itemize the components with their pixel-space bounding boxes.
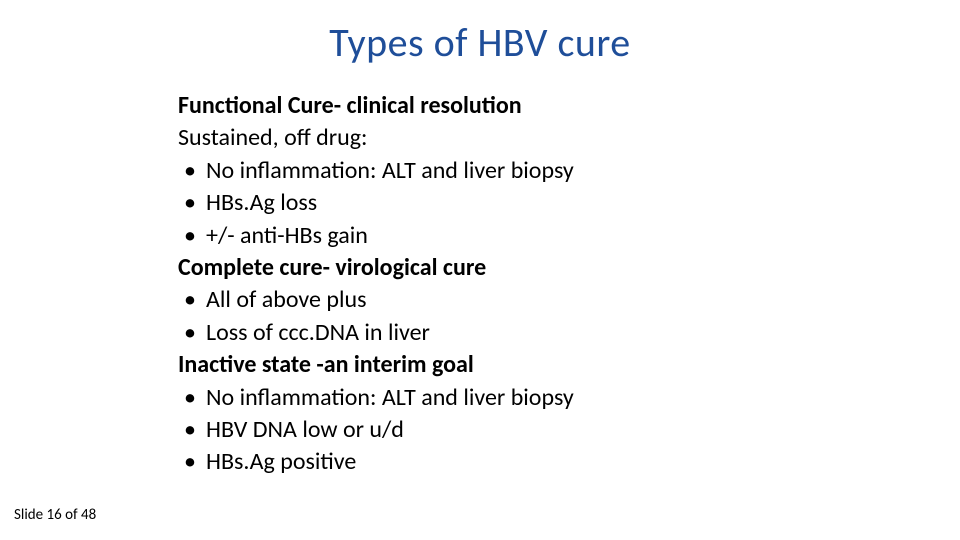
- slide: Types of HBV cure Functional Cure- clini…: [0, 0, 960, 540]
- bullet-item: +/- anti-HBs gain: [178, 220, 900, 252]
- bullet-item: No inflammation: ALT and liver biopsy: [178, 155, 900, 187]
- section-subline: Sustained, off drug:: [178, 122, 900, 154]
- bullet-item: Loss of ccc.DNA in liver: [178, 317, 900, 349]
- bullet-item: HBs.Ag positive: [178, 446, 900, 478]
- section-heading: Complete cure- virological cure: [178, 252, 900, 284]
- slide-footer: Slide 16 of 48: [14, 506, 96, 524]
- slide-content: Functional Cure- clinical resolution Sus…: [178, 90, 900, 479]
- bullet-item: No inflammation: ALT and liver biopsy: [178, 382, 900, 414]
- bullet-item: All of above plus: [178, 284, 900, 316]
- bullet-item: HBs.Ag loss: [178, 187, 900, 219]
- slide-title: Types of HBV cure: [0, 18, 960, 67]
- bullet-item: HBV DNA low or u/d: [178, 414, 900, 446]
- section-heading: Inactive state -an interim goal: [178, 349, 900, 381]
- section-heading: Functional Cure- clinical resolution: [178, 90, 900, 122]
